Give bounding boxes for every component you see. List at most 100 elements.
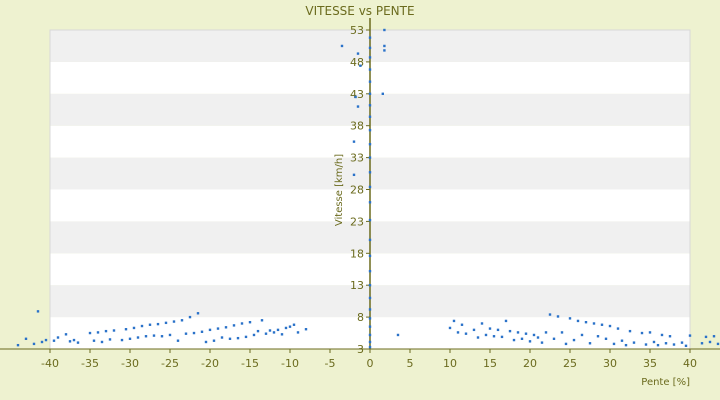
data-point [368, 317, 372, 320]
data-point [600, 323, 604, 326]
x-tick-label: -25 [161, 357, 179, 370]
data-point [68, 340, 72, 343]
data-point [208, 328, 212, 332]
data-point [359, 64, 362, 67]
data-point [132, 326, 136, 330]
data-point [244, 335, 248, 339]
data-point [220, 336, 224, 339]
data-point [104, 329, 108, 333]
data-point [368, 284, 372, 287]
y-tick-label: 53 [350, 24, 364, 37]
data-point [368, 171, 372, 174]
data-point [236, 336, 240, 340]
data-point [188, 315, 192, 319]
data-point [608, 324, 612, 328]
data-point [92, 339, 96, 342]
data-point [96, 331, 100, 334]
x-tick-label: 30 [603, 357, 617, 370]
x-tick-label: -10 [281, 357, 299, 370]
data-point [136, 336, 140, 339]
x-tick-label: 15 [483, 357, 497, 370]
data-point [508, 329, 512, 333]
data-point [396, 333, 400, 337]
data-point [700, 342, 704, 345]
x-tick-label: -40 [41, 357, 59, 370]
data-point [448, 326, 452, 330]
data-point [120, 338, 124, 342]
data-point [368, 68, 372, 71]
y-tick-label: 33 [350, 152, 364, 165]
x-tick-label: 35 [643, 357, 657, 370]
data-point [340, 44, 344, 48]
data-point [352, 173, 356, 177]
data-point [628, 329, 632, 333]
data-point [484, 333, 488, 337]
y-tick-label: 18 [350, 247, 364, 260]
data-point [100, 340, 104, 344]
data-point [264, 332, 268, 335]
data-point [216, 327, 220, 330]
x-tick-labels: -40 -35 -30 -25 -20 -15 -10 -5 0 5 10 15 20 25 30 35 40 [41, 349, 697, 370]
data-point [88, 331, 92, 335]
data-point [544, 331, 548, 334]
data-point [108, 338, 112, 341]
data-point [680, 341, 684, 344]
data-point [144, 335, 148, 338]
data-point [156, 322, 160, 326]
data-point [460, 323, 464, 326]
data-point [656, 343, 660, 347]
data-point [152, 334, 156, 337]
data-point [524, 332, 528, 335]
y-tick-label: 43 [350, 88, 364, 101]
data-point [16, 343, 20, 347]
data-point [368, 104, 372, 107]
data-point [472, 328, 476, 332]
data-point [688, 334, 692, 337]
x-tick-label: -15 [241, 357, 259, 370]
data-point [383, 28, 386, 32]
data-point [528, 340, 532, 343]
data-point [228, 337, 232, 340]
y-tick-label: 8 [357, 311, 364, 324]
data-point [368, 238, 372, 242]
data-point [200, 330, 204, 333]
data-point [72, 338, 76, 342]
data-point [176, 339, 180, 342]
data-point [596, 335, 600, 338]
data-point [616, 327, 620, 330]
data-point [368, 156, 372, 159]
axes [0, 18, 720, 350]
chart-title: VITESSE vs PENTE [305, 4, 414, 18]
x-tick-label: -35 [81, 357, 99, 370]
x-tick-label: 40 [683, 357, 697, 370]
data-point [160, 335, 164, 338]
data-point [556, 315, 560, 318]
data-point [252, 333, 256, 337]
data-point [56, 336, 60, 339]
data-point [476, 336, 480, 339]
data-point [368, 56, 372, 59]
data-point [580, 333, 584, 337]
y-tick-label: 23 [350, 215, 364, 228]
data-point [196, 312, 200, 315]
data-point [368, 340, 372, 344]
data-point [381, 92, 384, 95]
data-point [684, 344, 688, 348]
data-point [492, 335, 496, 338]
data-point [292, 323, 296, 326]
data-point [296, 331, 300, 334]
data-point [464, 332, 468, 335]
data-point [128, 337, 132, 340]
data-point [488, 327, 492, 330]
data-point [660, 333, 664, 337]
data-point [352, 140, 356, 143]
data-point [280, 333, 284, 336]
data-point [644, 343, 648, 346]
data-point [52, 339, 56, 342]
data-point [648, 331, 652, 334]
data-point [204, 340, 208, 344]
data-point [652, 340, 656, 344]
data-point [260, 319, 264, 322]
